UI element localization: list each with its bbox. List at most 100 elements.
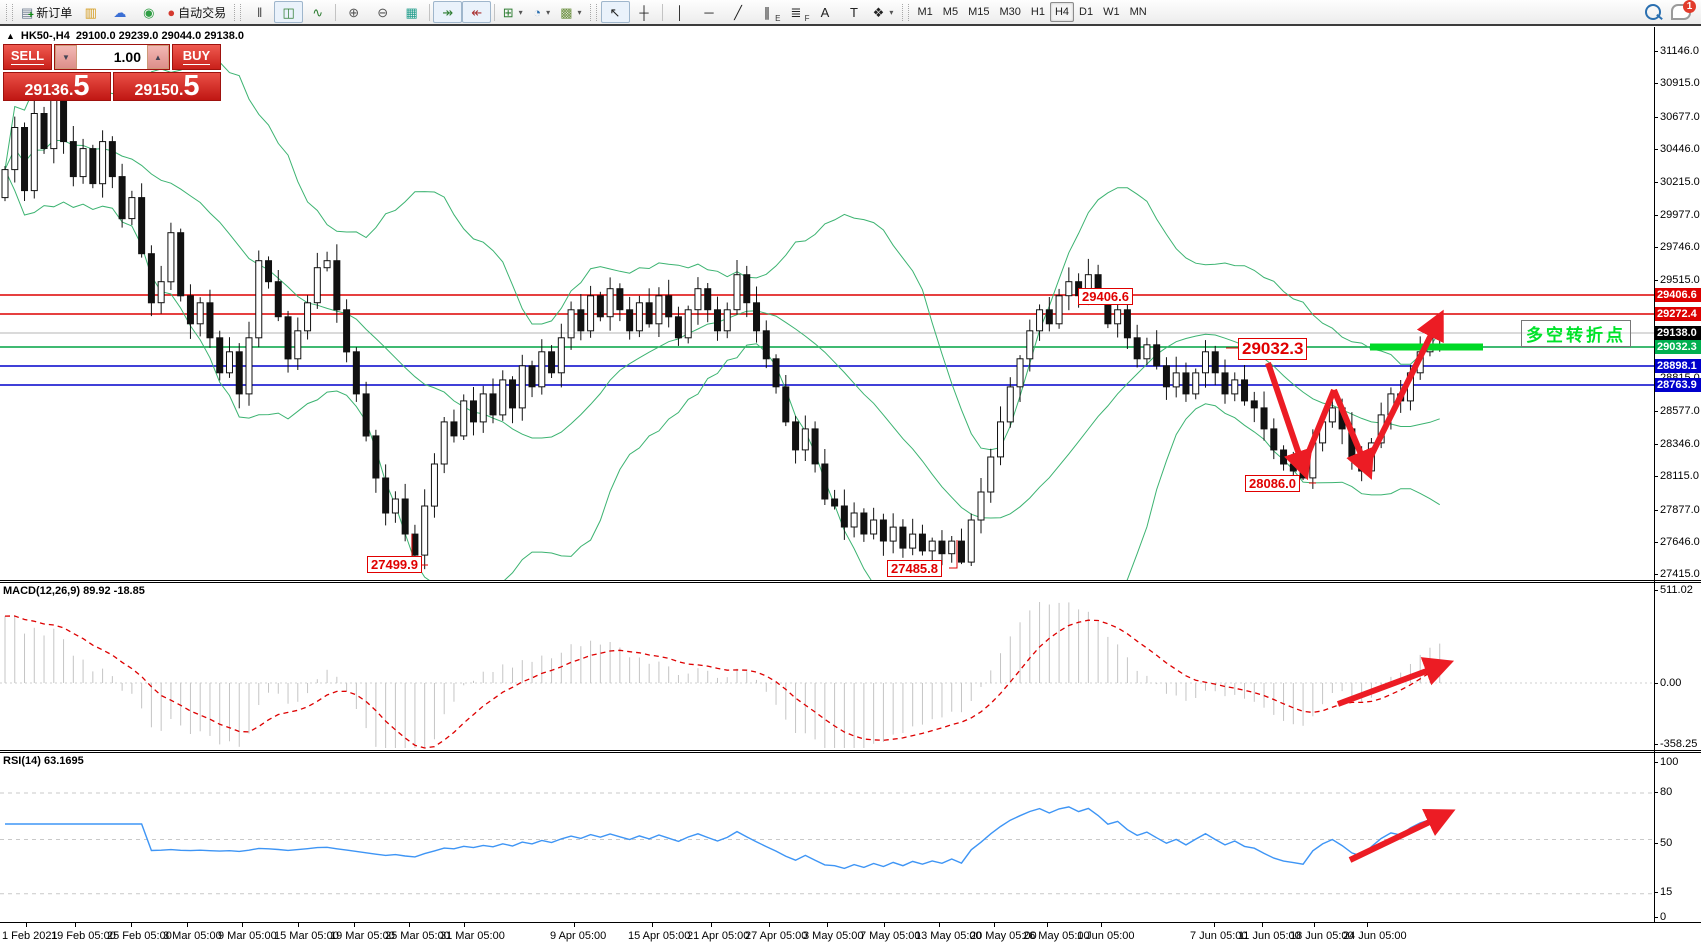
time-tick-label: 9 Apr 05:00: [550, 930, 607, 942]
rsi-trend-arrow[interactable]: [1348, 808, 1456, 863]
chart-window-icon[interactable]: ▥: [84, 4, 97, 20]
auto-scroll-icon[interactable]: ↠: [433, 1, 463, 23]
line-chart-icon[interactable]: ∿: [312, 4, 324, 20]
price-annotation-label[interactable]: 28086.0: [1245, 475, 1300, 492]
notifications-icon[interactable]: 1: [1671, 0, 1696, 20]
price-tick-mark: [1654, 574, 1658, 575]
timeframe-h1[interactable]: H1: [1030, 6, 1045, 18]
timeframe-mn[interactable]: MN: [1129, 6, 1147, 18]
price-tick-label: 29515.0: [1660, 274, 1700, 286]
macd-tick-label: 511.02: [1660, 584, 1693, 596]
toolbar-grip[interactable]: [6, 3, 13, 21]
main-chart-panel[interactable]: [0, 27, 1654, 580]
fibonacci-icon[interactable]: ≣ F: [790, 4, 810, 24]
horizontal-line-icon[interactable]: ─: [704, 4, 714, 20]
sell-price[interactable]: 29136. 5: [3, 72, 111, 101]
macd-label: MACD(12,26,9) 89.92 -18.85: [3, 585, 145, 597]
timeframe-w1[interactable]: W1: [1103, 6, 1120, 18]
panel-separator[interactable]: [0, 580, 1701, 581]
equidistant-channel-icon[interactable]: ∥ E: [763, 4, 781, 24]
macd-trend-arrow[interactable]: [1336, 657, 1455, 707]
trend-arrow[interactable]: [1300, 388, 1337, 468]
time-tick-mark: [1214, 923, 1215, 927]
time-tick-label: 9 Mar 05:00: [218, 930, 277, 942]
collapse-panel-icon[interactable]: ▲: [6, 31, 15, 41]
price-tick-mark: [1654, 280, 1658, 281]
toolbar-grip[interactable]: [234, 3, 242, 21]
bull-bear-pivot-note[interactable]: 多空转折点: [1521, 320, 1631, 347]
candlesticks: [1, 78, 1444, 570]
price-badge: 29406.6: [1655, 288, 1701, 302]
time-tick-mark: [1262, 923, 1263, 927]
buy-price[interactable]: 29150. 5: [113, 72, 221, 101]
macd-panel[interactable]: [0, 583, 1654, 750]
crosshair-icon[interactable]: ┼: [639, 4, 649, 20]
timeframe-d1[interactable]: D1: [1079, 6, 1094, 18]
chart-shift-icon[interactable]: ↞: [462, 1, 492, 23]
time-tick-label: 7 Jun 05:00: [1190, 930, 1248, 942]
toolbar-grip[interactable]: [901, 3, 909, 21]
timeframe-m1[interactable]: M1: [917, 6, 933, 18]
trend-arrow[interactable]: [1331, 388, 1375, 480]
price-annotation-label[interactable]: 29406.6: [1078, 288, 1133, 305]
toolbar-separator: [494, 3, 496, 21]
search-icon[interactable]: [1645, 4, 1661, 20]
volume-increase-button[interactable]: ▲: [147, 45, 169, 69]
timeframe-m5[interactable]: M5: [942, 6, 959, 18]
time-tick-mark: [75, 923, 76, 927]
vertical-line-icon[interactable]: │: [675, 4, 685, 20]
templates-icon[interactable]: ▩ ▾: [560, 4, 582, 20]
rsi-tick-label: 100: [1660, 756, 1679, 768]
signals-icon[interactable]: ◉: [143, 4, 155, 20]
timeframe-m30[interactable]: M30: [999, 6, 1021, 18]
new-order-icon[interactable]: ▤ + 新订单: [21, 4, 73, 21]
cursor-icon[interactable]: ↖: [600, 1, 630, 23]
sell-button[interactable]: SELL: [3, 44, 52, 70]
time-tick-mark: [652, 923, 653, 927]
news-icon[interactable]: ☁: [113, 4, 127, 20]
periods-icon[interactable]: ◔ ▾: [533, 4, 551, 20]
price-annotation-label[interactable]: 27499.9: [367, 556, 422, 573]
rsi-label: RSI(14) 63.1695: [3, 755, 84, 767]
rsi-tick-mark: [1654, 843, 1658, 844]
arrows-icon[interactable]: ❖ ▾: [872, 4, 894, 20]
time-tick-label: 19 Feb 05:00: [51, 930, 116, 942]
time-tick-mark: [711, 923, 712, 927]
autotrading-icon[interactable]: ● 自动交易: [167, 4, 227, 20]
price-annotation-label[interactable]: 29032.3: [1238, 338, 1308, 360]
time-tick-label: 13 May 05:00: [915, 930, 982, 942]
time-tick-mark: [187, 923, 188, 927]
panel-separator[interactable]: [0, 750, 1701, 751]
panel-separator[interactable]: [0, 752, 1701, 753]
price-annotation-label[interactable]: 27485.8: [887, 560, 942, 577]
panel-separator[interactable]: [0, 582, 1701, 583]
timeframe-h4[interactable]: H4: [1049, 2, 1074, 22]
volume-input[interactable]: [77, 45, 147, 69]
bar-chart-icon[interactable]: ‖: [257, 4, 263, 20]
toolbar: ▤ + 新订单 ▥ ☁ ◉ ● 自动交易 ‖ ◫ ∿ ⊕ ⊖ ▦ ↠ ↞ ⊞ ▾ ◔ ▾ ▩ ▾ ↖ ┼ │ ─ ╱ ∥ E ≣ F A T ❖ ▾…: [0, 0, 1701, 26]
trend-arrow[interactable]: [1265, 362, 1313, 481]
trendline-icon[interactable]: ╱: [734, 4, 742, 20]
indicators-icon[interactable]: ⊞ ▾: [502, 4, 523, 20]
text-label-icon[interactable]: T: [850, 4, 858, 20]
tile-windows-icon[interactable]: ▦: [405, 4, 418, 20]
axis-separator: [0, 922, 1701, 923]
price-badge: 29032.3: [1655, 340, 1701, 354]
candlestick-chart-icon[interactable]: ◫: [274, 1, 304, 23]
macd-tick-mark: [1654, 744, 1658, 745]
toolbar-grip[interactable]: [589, 3, 597, 21]
time-tick-label: 3 Mar 05:00: [163, 930, 222, 942]
rsi-tick-mark: [1654, 917, 1658, 918]
zoom-out-icon[interactable]: ⊖: [377, 4, 389, 20]
price-tick-label: 31146.0: [1660, 45, 1699, 57]
timeframe-m15[interactable]: M15: [968, 6, 990, 18]
volume-decrease-button[interactable]: ▼: [55, 45, 77, 69]
trend-arrow[interactable]: [1363, 309, 1444, 468]
buy-button[interactable]: BUY: [172, 44, 221, 70]
price-tick-label: 28346.0: [1660, 438, 1700, 450]
price-tick-mark: [1654, 542, 1658, 543]
rsi-panel[interactable]: [0, 753, 1654, 922]
zoom-in-icon[interactable]: ⊕: [348, 4, 360, 20]
text-icon[interactable]: A: [820, 4, 830, 20]
